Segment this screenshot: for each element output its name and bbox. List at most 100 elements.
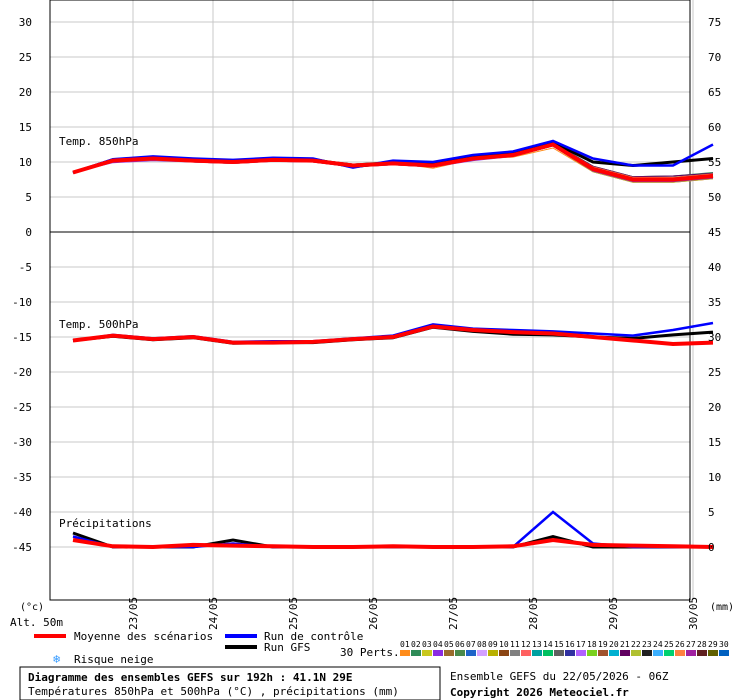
snowflake-icon: ❄	[53, 652, 60, 666]
series-line-850-mean	[72, 142, 714, 182]
pert-legend-label-03: 03	[422, 640, 432, 649]
right-tick-label: 20	[708, 401, 721, 414]
pert-legend-label-21: 21	[620, 640, 630, 649]
left-tick-label: 30	[19, 16, 32, 29]
left-tick-label: -5	[19, 261, 32, 274]
panel-precipitation	[72, 510, 714, 550]
pert-legend-swatch-23	[642, 650, 652, 656]
pert-legend-label-05: 05	[444, 640, 454, 649]
pert-legend-swatch-27	[686, 650, 696, 656]
pert-legend-swatch-17	[576, 650, 586, 656]
left-tick-label: 25	[19, 51, 32, 64]
right-tick-label: 60	[708, 121, 721, 134]
pert-legend-label-13: 13	[532, 640, 542, 649]
left-tick-label: 0	[25, 226, 32, 239]
pert-legend-swatch-18	[587, 650, 597, 656]
series-line-precip-control	[72, 510, 713, 549]
pert-legend-label-12: 12	[521, 640, 531, 649]
right-tick-label: 40	[708, 261, 721, 274]
left-tick-label: 15	[19, 121, 32, 134]
plot-frame	[49, 0, 691, 601]
x-tick-label: 29/05	[607, 597, 620, 630]
left-axis-unit: (°c)	[20, 602, 44, 613]
left-tick-label: 10	[19, 156, 32, 169]
pert-legend-label-18: 18	[587, 640, 597, 649]
right-axis-unit: (mm)	[710, 602, 734, 613]
x-tick-label: 25/05	[287, 597, 300, 630]
pert-legend-swatch-07	[466, 650, 476, 656]
copyright: Copyright 2026 Meteociel.fr	[450, 686, 629, 699]
x-tick-label: 26/05	[367, 597, 380, 630]
x-tick-label: 23/05	[127, 597, 140, 630]
pert-legend-swatch-01	[400, 650, 410, 656]
pert-legend-label-17: 17	[576, 640, 586, 649]
pert-legend-swatch-12	[521, 650, 531, 656]
panel-label-850hpa: Temp. 850hPa	[59, 135, 138, 148]
pert-legend-label-10: 10	[499, 640, 509, 649]
series-line-precip-mean	[72, 537, 714, 550]
pert-legend-label-04: 04	[433, 640, 443, 649]
series-line-850-control	[72, 139, 714, 174]
perturbation-legend: 01 02 03 04 05 06 07 08 09 10 11 12 13 14 15 16 17 18 19 20…	[400, 640, 729, 656]
pert-legend-swatch-30	[719, 650, 729, 656]
right-tick-label: 5	[708, 506, 715, 519]
pert-legend-swatch-28	[697, 650, 707, 656]
pert-legend-label-02: 02	[411, 640, 421, 649]
pert-legend-label-23: 23	[642, 640, 652, 649]
left-tick-label: -10	[12, 296, 32, 309]
pert-legend-swatch-16	[565, 650, 575, 656]
right-tick-label: 55	[708, 156, 721, 169]
pert-legend-label-28: 28	[697, 640, 707, 649]
pert-legend-swatch-29	[708, 650, 718, 656]
pert-legend-swatch-09	[488, 650, 498, 656]
left-axis-ticks: 30 25 20 15 10 5 0 -5 -10 -15 -20 -25 -30 -35 -40 -45	[12, 16, 32, 554]
pert-legend-label-24: 24	[653, 640, 663, 649]
right-tick-label: 10	[708, 471, 721, 484]
x-tick-label: 28/05	[527, 597, 540, 630]
pert-legend-label-11: 11	[510, 640, 520, 649]
pert-legend-label-06: 06	[455, 640, 465, 649]
altitude-label: Alt. 50m	[10, 616, 63, 629]
pert-legend-swatch-02	[411, 650, 421, 656]
pert-legend-swatch-06	[455, 650, 465, 656]
right-tick-label: 15	[708, 436, 721, 449]
panel-label-precipitation: Précipitations	[59, 517, 152, 530]
chart-subtitle: Températures 850hPa et 500hPa (°C) , pré…	[28, 685, 399, 698]
pert-legend-swatch-26	[675, 650, 685, 656]
left-tick-label: 5	[25, 191, 32, 204]
right-tick-label: 75	[708, 16, 721, 29]
pert-legend-label-25: 25	[664, 640, 674, 649]
left-tick-label: -40	[12, 506, 32, 519]
right-tick-label: 65	[708, 86, 721, 99]
right-tick-label: 30	[708, 331, 721, 344]
legend-label-snow: Risque neige	[74, 653, 153, 666]
pert-legend-swatch-03	[422, 650, 432, 656]
x-tick-label: 27/05	[447, 597, 460, 630]
pert-legend-swatch-15	[554, 650, 564, 656]
title-box	[19, 666, 441, 700]
pert-legend-swatch-25	[664, 650, 674, 656]
pert-legend-label-19: 19	[598, 640, 608, 649]
right-tick-label: 45	[708, 226, 721, 239]
right-tick-label: 0	[708, 541, 715, 554]
pert-legend-swatch-11	[510, 650, 520, 656]
pert-legend-label-07: 07	[466, 640, 476, 649]
legend-label-control: Run de contrôle	[264, 630, 363, 643]
grid	[50, 0, 694, 600]
pert-legend-swatch-19	[598, 650, 608, 656]
legend: Moyenne des scénarios Run de contrôle Ru…	[34, 630, 729, 666]
pert-legend-swatch-10	[499, 650, 509, 656]
left-tick-label: -45	[12, 541, 32, 554]
series-line-500-mean	[72, 324, 714, 347]
left-tick-label: -20	[12, 366, 32, 379]
pert-legend-label-16: 16	[565, 640, 575, 649]
pert-legend-label-22: 22	[631, 640, 641, 649]
left-tick-label: 20	[19, 86, 32, 99]
left-tick-label: -30	[12, 436, 32, 449]
right-tick-label: 50	[708, 191, 721, 204]
pert-legend-swatch-21	[620, 650, 630, 656]
left-tick-label: -15	[12, 331, 32, 344]
pert-legend-label-27: 27	[686, 640, 696, 649]
